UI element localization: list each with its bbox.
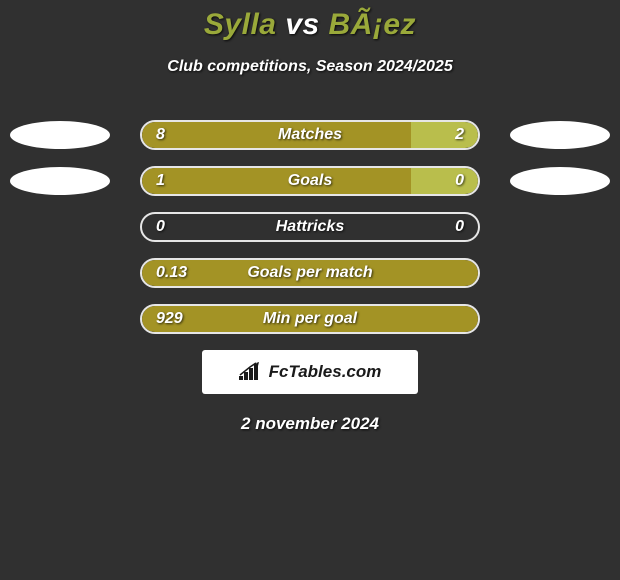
stat-row: 8Matches2: [0, 120, 620, 150]
stat-bar: 0.13Goals per match: [140, 258, 480, 288]
bar-chart-icon: [239, 362, 263, 382]
page-title: Sylla vs BÃ¡ez: [0, 8, 620, 42]
player2-name: BÃ¡ez: [329, 8, 417, 41]
stat-label: Hattricks: [142, 218, 478, 236]
chart-container: Sylla vs BÃ¡ez Club competitions, Season…: [0, 0, 620, 434]
date-label: 2 november 2024: [0, 414, 620, 434]
brand-label: FcTables.com: [269, 362, 382, 382]
stat-row: 1Goals0: [0, 166, 620, 196]
player2-marker: [510, 167, 610, 195]
value-right: 0: [455, 218, 464, 236]
stat-bar: 929Min per goal: [140, 304, 480, 334]
brand-text: FcTables.com: [239, 362, 382, 382]
stat-label: Matches: [142, 126, 478, 144]
stat-bar: 8Matches2: [140, 120, 480, 150]
stat-label: Min per goal: [142, 310, 478, 328]
stat-rows: 8Matches21Goals00Hattricks00.13Goals per…: [0, 120, 620, 334]
stat-label: Goals: [142, 172, 478, 190]
player1-name: Sylla: [204, 8, 277, 41]
stat-row: 0.13Goals per match: [0, 258, 620, 288]
player1-marker: [10, 167, 110, 195]
value-right: 2: [455, 126, 464, 144]
stat-label: Goals per match: [142, 264, 478, 282]
stat-row: 929Min per goal: [0, 304, 620, 334]
player1-marker: [10, 121, 110, 149]
vs-label: vs: [285, 8, 319, 41]
subtitle: Club competitions, Season 2024/2025: [0, 58, 620, 76]
player2-marker: [510, 121, 610, 149]
stat-bar: 1Goals0: [140, 166, 480, 196]
stat-row: 0Hattricks0: [0, 212, 620, 242]
brand-box: FcTables.com: [202, 350, 418, 394]
stat-bar: 0Hattricks0: [140, 212, 480, 242]
value-right: 0: [455, 172, 464, 190]
